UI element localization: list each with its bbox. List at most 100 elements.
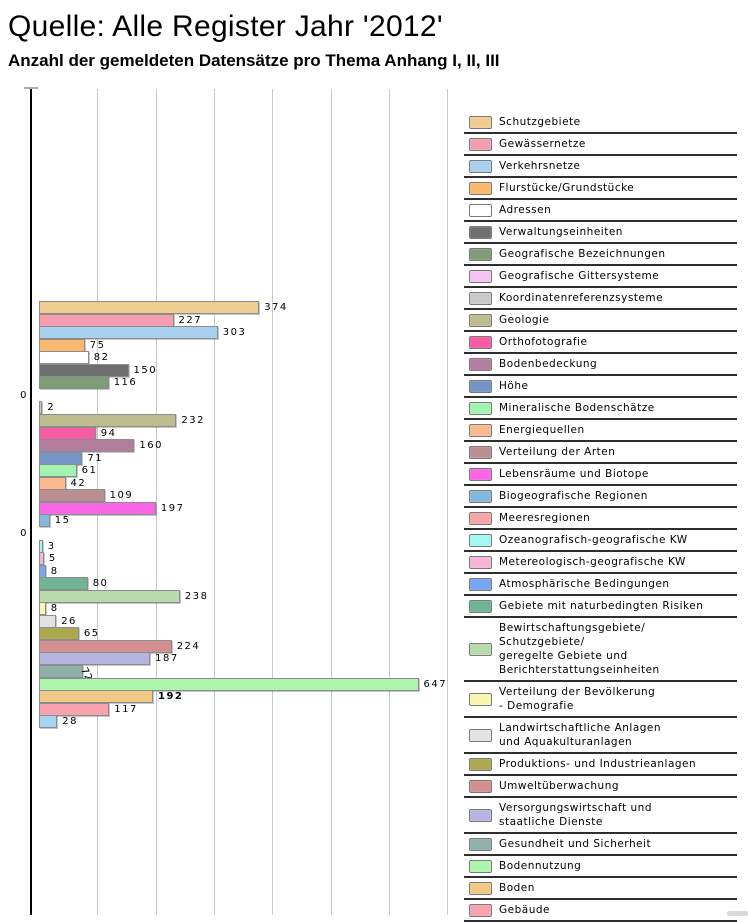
legend-color-swatch: [469, 379, 492, 393]
legend-item: Orthofotografie: [464, 332, 737, 354]
bar-value-label: 303: [222, 327, 247, 339]
bar: [39, 464, 77, 478]
legend-color-swatch: [469, 467, 492, 481]
bar-value-label: 94: [100, 427, 117, 439]
bar: [39, 326, 218, 340]
legend-color-swatch: [469, 489, 492, 503]
legend-color-swatch: [469, 357, 492, 371]
legend-item-label: Landwirtschaftliche Anlagen und Aquakult…: [499, 722, 662, 748]
legend-item-label: Verwaltungseinheiten: [499, 226, 623, 238]
legend-item-label: Geografische Bezeichnungen: [499, 248, 666, 260]
legend-color-swatch: [469, 533, 492, 547]
legend-item: Verwaltungseinheiten: [464, 222, 737, 244]
gridline-400: [272, 89, 274, 915]
legend-item: Gebäude: [464, 900, 737, 922]
legend-item: Geografische Gittersysteme: [464, 266, 737, 288]
bar-value-label: 160: [139, 440, 163, 452]
bar: [39, 426, 96, 440]
legend-item-label: Gebäude: [499, 904, 550, 916]
gridline-300: [214, 89, 216, 915]
legend-item: Flurstücke/Grundstücke: [464, 178, 737, 200]
legend-item-label: Geologie: [499, 314, 550, 326]
legend-color-swatch: [469, 291, 492, 305]
legend-color-swatch: [469, 859, 492, 873]
legend-item: Energiequellen: [464, 420, 737, 442]
legend-item: Metereologisch-geografische KW: [464, 552, 737, 574]
legend-item-label: Gebiete mit naturbedingten Risiken: [499, 600, 704, 612]
legend-color-swatch: [469, 511, 492, 525]
legend-color-swatch: [469, 181, 492, 195]
y-axis-top-tick: [24, 87, 38, 89]
bar-value-label: 150: [133, 364, 158, 376]
bar-value-label: 3: [47, 540, 56, 552]
bar: [39, 376, 109, 390]
legend-color-swatch: [469, 225, 492, 239]
legend-item-label: Bewirtschaftungsgebiete/ Schutzgebiete/ …: [499, 622, 660, 676]
legend-color-swatch: [469, 692, 492, 706]
legend-item: Geografische Bezeichnungen: [464, 244, 737, 266]
legend-color-swatch: [469, 159, 492, 173]
scrollbar-corner[interactable]: [727, 911, 748, 916]
bar-value-label: 197: [160, 502, 185, 514]
bar: [39, 552, 44, 565]
legend-item: Schutzgebiete: [464, 112, 737, 134]
legend-item: Atmosphärische Bedingungen: [464, 574, 737, 596]
legend-color-swatch: [469, 137, 492, 151]
bar-value-label: 0: [20, 389, 28, 401]
legend-color-swatch: [469, 881, 492, 895]
legend-item: Versorgungswirtschaft und staatliche Die…: [464, 798, 737, 834]
legend-item-label: Orthofotografie: [499, 336, 588, 348]
bar: [39, 338, 85, 352]
legend-item-label: Flurstücke/Grundstücke: [499, 182, 635, 194]
bar-value-label: 116: [113, 377, 138, 389]
bar-value-label: 61: [81, 465, 98, 477]
legend-item-label: Gesundheit und Sicherheit: [499, 838, 652, 850]
legend-item: Landwirtschaftliche Anlagen und Aquakult…: [464, 718, 737, 754]
legend-color-swatch: [469, 445, 492, 459]
legend-item: Meeresregionen: [464, 508, 737, 530]
bar-value-label: 8: [50, 603, 59, 615]
bar-value-label: 224: [176, 640, 201, 652]
bar: [39, 301, 260, 314]
legend-item: Ozeanografisch-geografische KW: [464, 530, 737, 552]
legend-item: Verkehrsnetze: [464, 156, 737, 178]
legend-color-swatch: [469, 577, 492, 591]
bar: [39, 476, 66, 490]
bar-value-label: 238: [184, 590, 209, 602]
legend: Schutzgebiete Gewässernetze Verkehrsnetz…: [464, 112, 737, 922]
bar-value-label: 28: [62, 716, 79, 728]
bar: [39, 539, 43, 553]
bar: [39, 715, 58, 729]
legend-item: Mineralische Bodenschätze: [464, 398, 737, 420]
bar-value-label: 42: [70, 477, 87, 489]
bar-value-label: 374: [264, 302, 288, 313]
bar: [39, 401, 43, 415]
legend-color-swatch: [469, 401, 492, 415]
legend-item-label: Versorgungswirtschaft und staatliche Die…: [499, 802, 652, 828]
legend-item-label: Ozeanografisch-geografische KW: [499, 534, 688, 546]
legend-item-label: Boden: [499, 882, 535, 894]
bar-value-label: 647: [423, 678, 448, 690]
chart-title: Quelle: Alle Register Jahr '2012': [8, 10, 443, 43]
bar-value-label: 0: [20, 527, 28, 539]
bar: [39, 652, 151, 666]
bar: [39, 690, 153, 703]
legend-color-swatch: [469, 335, 492, 349]
legend-item: Geologie: [464, 310, 737, 332]
bar-value-label: 82: [93, 352, 110, 364]
legend-item-label: Biogeografische Regionen: [499, 490, 648, 502]
bar: [39, 665, 83, 678]
legend-color-swatch: [469, 115, 492, 129]
legend-item-label: Adressen: [499, 204, 552, 216]
bar: [39, 702, 110, 716]
gridline-700: [447, 89, 449, 915]
legend-item: Gewässernetze: [464, 134, 737, 156]
bar: [39, 313, 174, 327]
legend-item-label: Gewässernetze: [499, 138, 586, 150]
legend-item-label: Verkehrsnetze: [499, 160, 581, 172]
bar-value-label: 80: [92, 578, 109, 590]
legend-item-label: Energiequellen: [499, 424, 585, 436]
bar-value-label: 65: [83, 628, 100, 640]
bar-value-label: 109: [109, 490, 134, 502]
legend-color-swatch: [469, 757, 492, 771]
